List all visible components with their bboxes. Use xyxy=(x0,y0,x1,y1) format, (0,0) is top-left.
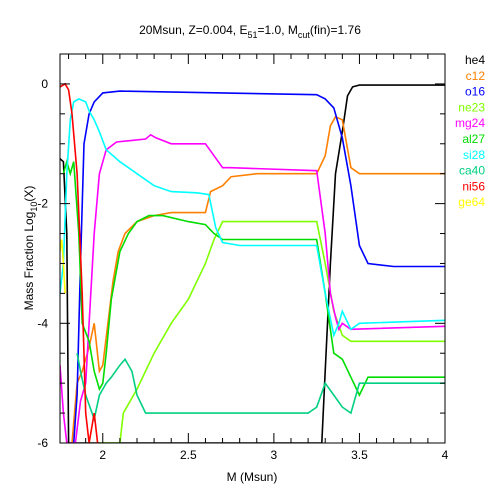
legend-entry-o16: o16 xyxy=(465,85,485,99)
legend-entry-c12: c12 xyxy=(466,69,486,83)
x-tick-label: 2.5 xyxy=(180,448,197,462)
series-line-c12 xyxy=(71,115,445,443)
series-line-he4 xyxy=(60,84,445,443)
series-layer xyxy=(60,82,445,443)
y-axis-title: Mass Fraction Log10(X) xyxy=(22,186,39,311)
legend-entry-he4: he4 xyxy=(465,53,485,67)
series-line-ge64 xyxy=(60,239,66,294)
legend-entry-ni56: ni56 xyxy=(462,179,485,193)
y-tick-label: -4 xyxy=(37,316,48,330)
legend-entry-ne23: ne23 xyxy=(458,100,485,114)
series-line-al27 xyxy=(62,158,445,397)
series-line-si28 xyxy=(60,98,445,338)
legend-entry-al27: al27 xyxy=(462,132,485,146)
chart-title: 20Msun, Z=0.004, E51=1.0, Mcut(fin)=1.76 xyxy=(139,23,361,40)
y-tick-label: 0 xyxy=(41,77,48,91)
x-tick-label: 4 xyxy=(442,448,449,462)
series-line-ni56 xyxy=(60,82,99,443)
x-axis-ticks: 2 2.5 3 3.5 4 xyxy=(68,54,449,462)
x-tick-label: 3 xyxy=(271,448,278,462)
legend-entry-si28: si28 xyxy=(463,148,485,162)
legend-entry-ca40: ca40 xyxy=(459,164,485,178)
y-tick-label: -2 xyxy=(37,197,48,211)
legend-entry-mg24: mg24 xyxy=(455,116,485,130)
y-tick-label: -6 xyxy=(37,436,48,450)
plot-frame xyxy=(59,53,446,444)
x-tick-label: 2 xyxy=(99,448,106,462)
series-line-o16 xyxy=(72,90,445,443)
series-line-ne23 xyxy=(99,220,445,443)
x-tick-label: 3.5 xyxy=(351,448,368,462)
y-axis-ticks: 0 -2 -4 -6 xyxy=(37,53,445,450)
legend-entry-ge64: ge64 xyxy=(458,195,485,209)
x-axis-title: M (Msun) xyxy=(227,470,278,484)
series-line-mg24 xyxy=(60,133,445,443)
series-line-ca40 xyxy=(76,353,445,423)
